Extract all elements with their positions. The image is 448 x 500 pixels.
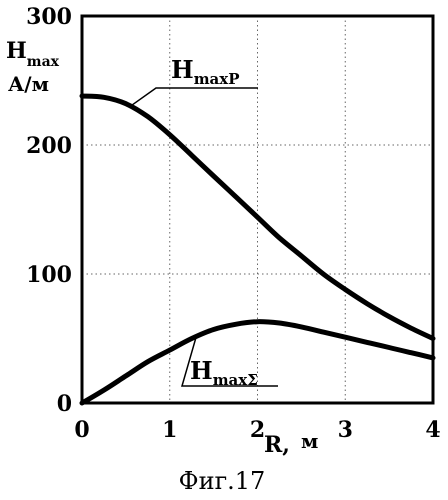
y-axis-label: Hmax bbox=[6, 38, 60, 70]
x-axis-unit: м bbox=[301, 429, 318, 453]
series-label-hmaxp: HmaxP bbox=[171, 55, 240, 88]
x-tick-label: 1 bbox=[162, 417, 177, 443]
series-label-hmaxsigma: HmaxΣ bbox=[190, 356, 258, 389]
x-tick-label: 3 bbox=[338, 417, 353, 443]
x-tick-label: 2 bbox=[250, 417, 265, 443]
y-tick-label: 300 bbox=[26, 4, 72, 30]
series-line-hmaxp bbox=[82, 96, 433, 339]
y-tick-label: 100 bbox=[26, 262, 72, 288]
figure-caption: Фиг.17 bbox=[179, 467, 266, 495]
x-axis-label: R, bbox=[264, 432, 290, 458]
y-tick-label: 200 bbox=[26, 133, 72, 159]
leader-line-hmaxp bbox=[130, 88, 258, 106]
leader-lines bbox=[130, 88, 278, 386]
y-axis-label-main: H bbox=[6, 38, 27, 64]
y-axis-label-sub: max bbox=[27, 54, 60, 70]
x-tick-label: 0 bbox=[74, 417, 89, 443]
y-tick-label: 0 bbox=[57, 391, 72, 417]
x-tick-label: 4 bbox=[425, 417, 440, 443]
y-axis-unit: А/м bbox=[8, 72, 49, 96]
